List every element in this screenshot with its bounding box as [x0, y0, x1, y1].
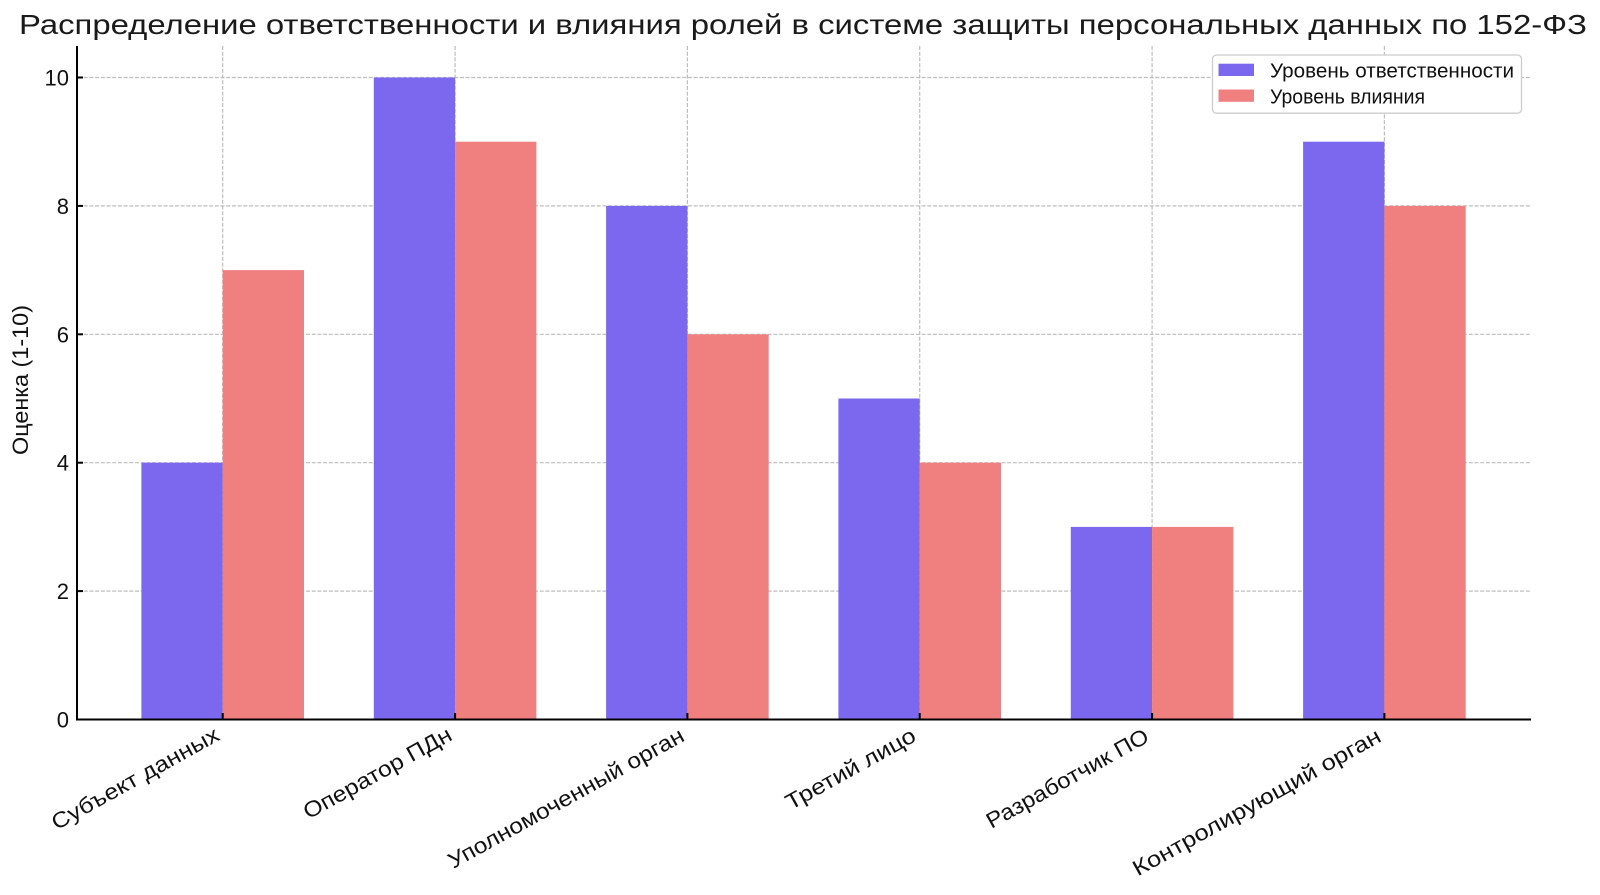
- svg-text:8: 8: [57, 194, 69, 219]
- svg-text:2: 2: [57, 579, 69, 604]
- svg-text:Уровень влияния: Уровень влияния: [1270, 86, 1425, 108]
- svg-text:0: 0: [57, 708, 69, 733]
- svg-text:4: 4: [57, 451, 69, 476]
- svg-text:10: 10: [45, 66, 69, 91]
- svg-text:6: 6: [57, 322, 69, 347]
- svg-text:Уровень ответственности: Уровень ответственности: [1270, 61, 1514, 83]
- svg-text:Оценка (1-10): Оценка (1-10): [8, 305, 33, 455]
- svg-text:Распределение ответственности: Распределение ответственности и влияния …: [19, 9, 1587, 40]
